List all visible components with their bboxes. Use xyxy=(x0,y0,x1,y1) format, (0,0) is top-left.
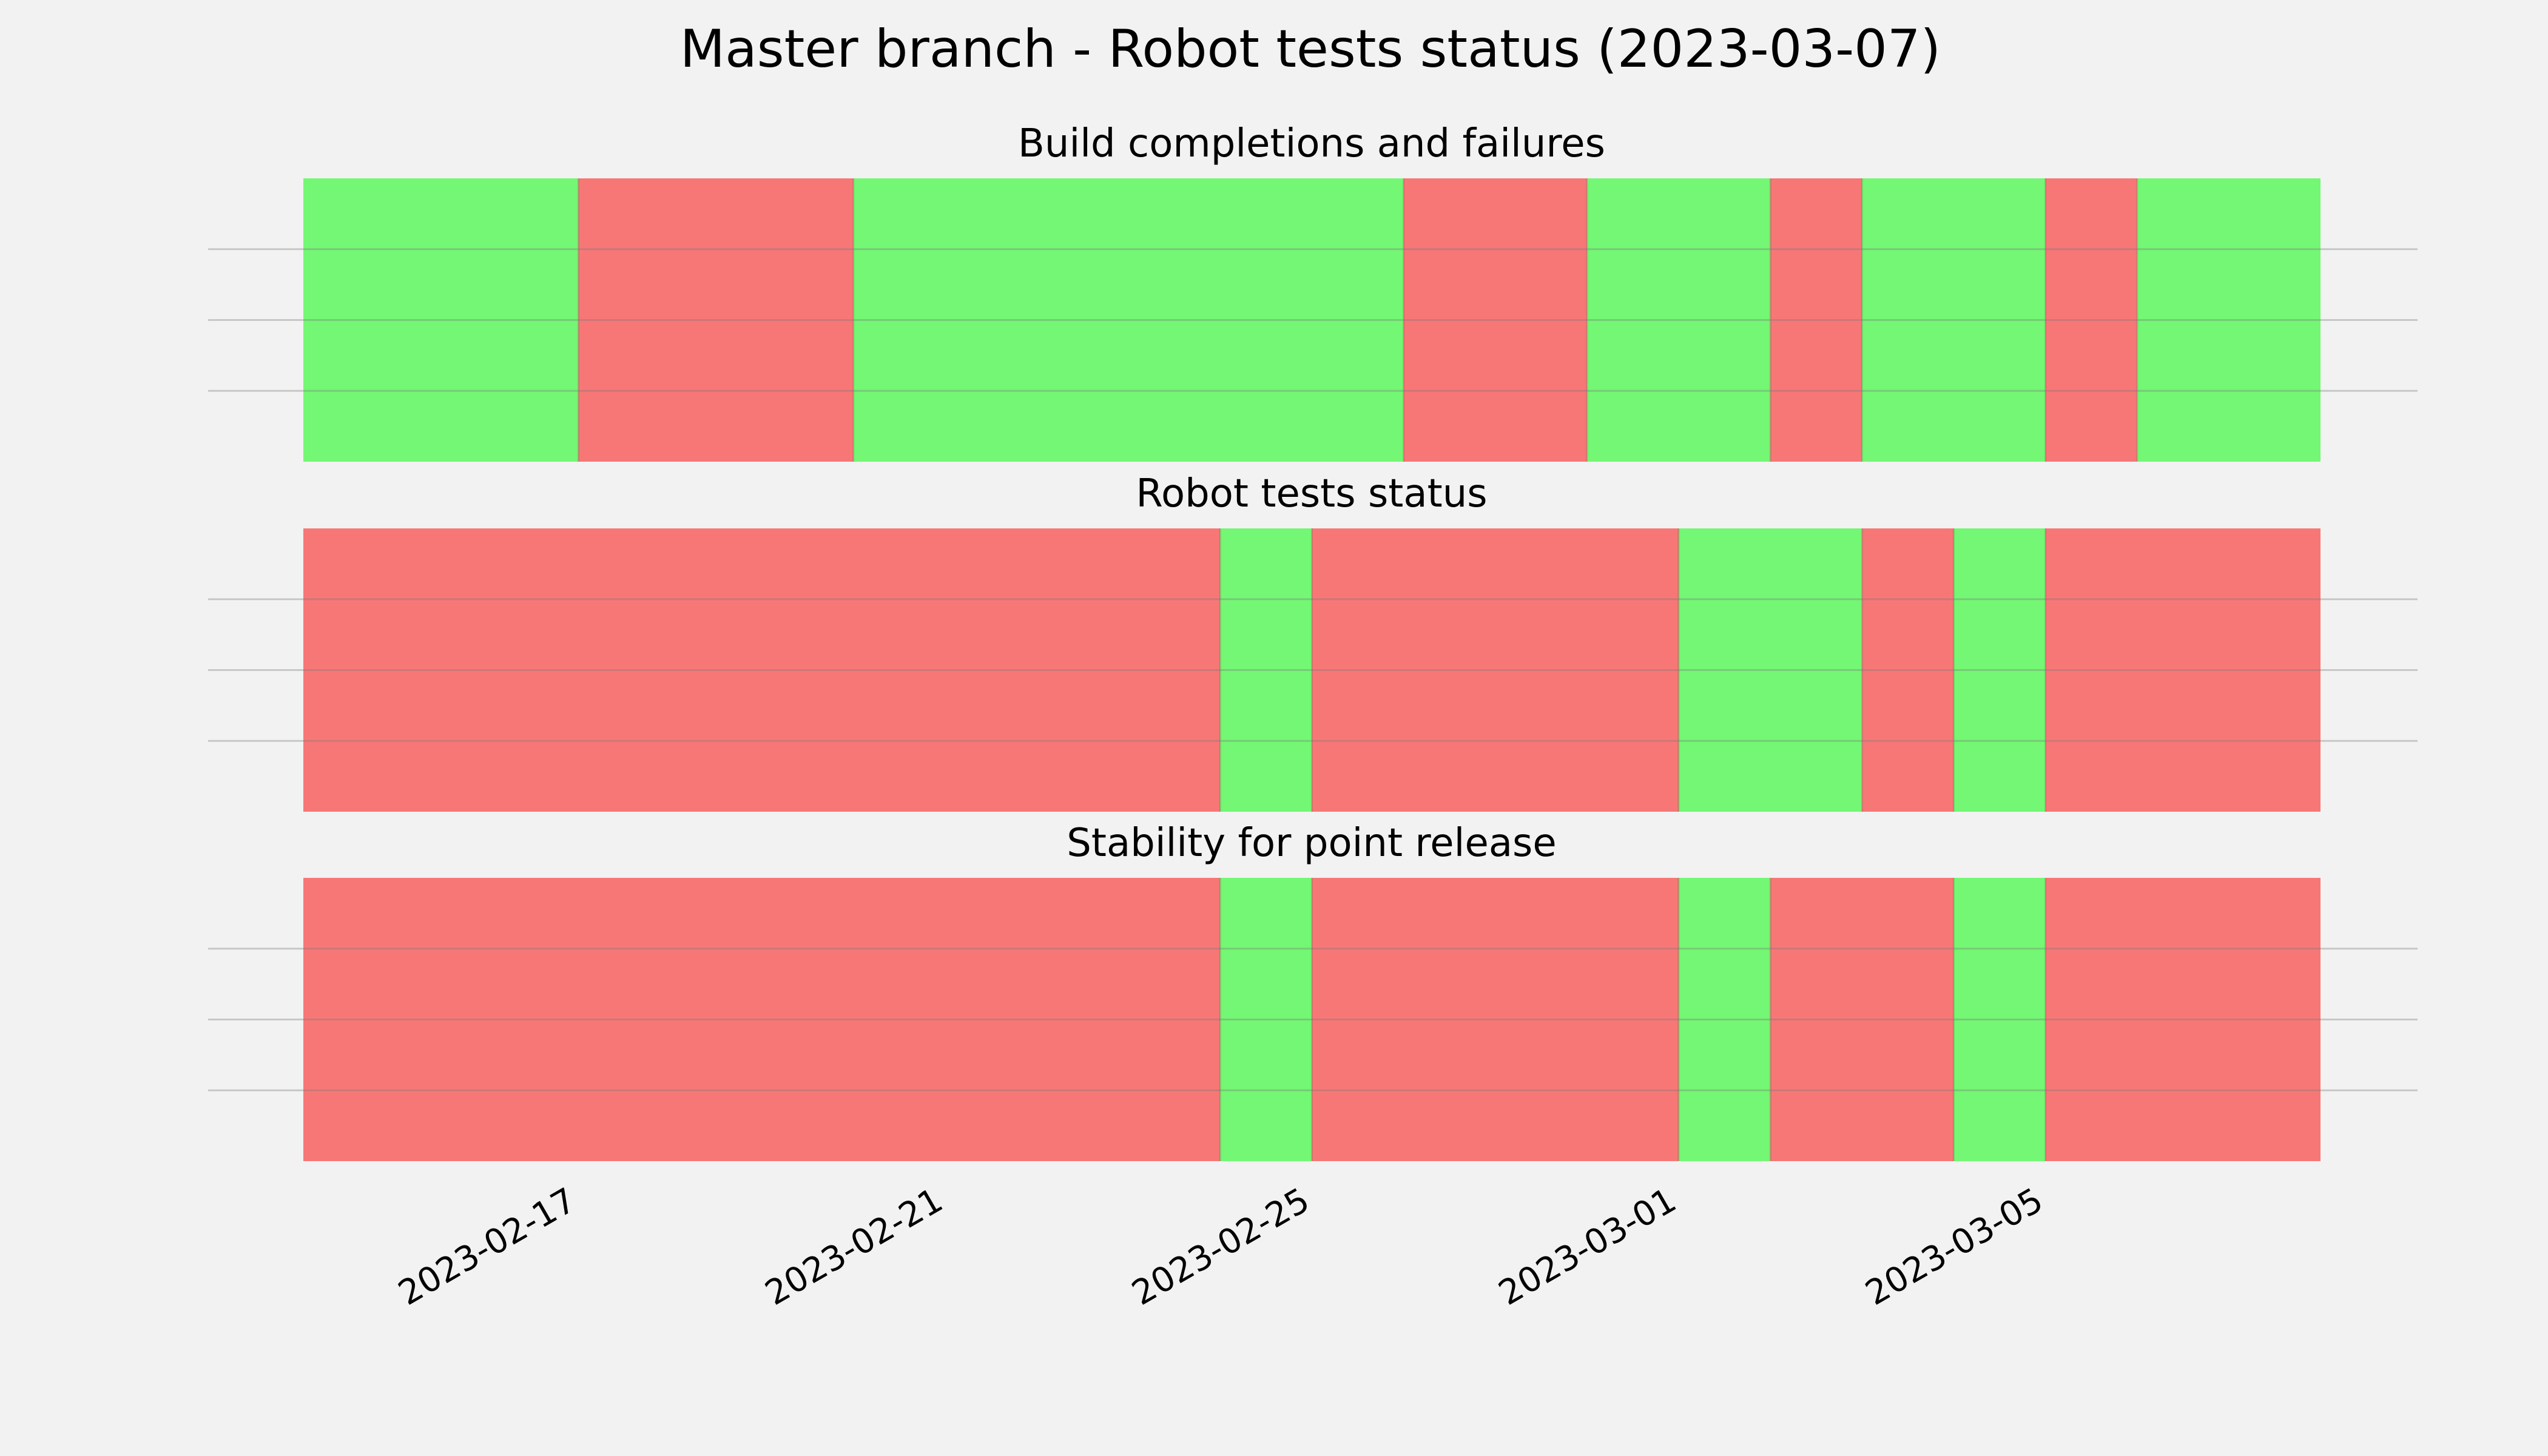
panel-1: Build completions and failures xyxy=(208,121,2418,462)
panel-title: Stability for point release xyxy=(1067,821,1557,866)
panel-2: Robot tests status xyxy=(208,471,2418,812)
x-tick-label: 2023-02-17 xyxy=(392,1181,582,1313)
status-segment-fail xyxy=(1312,528,1679,812)
status-segment-pass xyxy=(1862,178,2046,462)
panel-title: Robot tests status xyxy=(1136,471,1487,516)
status-segment-fail xyxy=(578,178,854,462)
x-tick-label: 2023-03-05 xyxy=(1859,1181,2049,1313)
panels-layer: Build completions and failures Robot test… xyxy=(208,121,2418,1161)
status-segment-fail xyxy=(1862,528,1954,812)
status-segment-fail xyxy=(2045,878,2320,1161)
status-segment-pass xyxy=(1679,528,1862,812)
x-tick-label: 2023-02-21 xyxy=(759,1181,949,1313)
status-segment-fail xyxy=(1403,178,1587,462)
status-segment-fail xyxy=(1770,878,1954,1161)
status-segment-pass xyxy=(303,178,579,462)
status-segment-fail xyxy=(2045,178,2137,462)
panel-3: Stability for point release xyxy=(208,821,2418,1161)
status-segment-pass xyxy=(1586,178,1771,462)
status-segment-pass xyxy=(1220,878,1312,1161)
status-segment-pass xyxy=(853,178,1404,462)
status-segment-fail xyxy=(303,528,1221,812)
status-segment-pass xyxy=(1953,528,2046,812)
status-segment-fail xyxy=(1770,178,1862,462)
x-tick-label: 2023-03-01 xyxy=(1492,1181,1683,1313)
status-segment-pass xyxy=(1220,528,1312,812)
status-segment-pass xyxy=(1953,878,2046,1161)
status-segment-pass xyxy=(1679,878,1771,1161)
x-tick-label: 2023-02-25 xyxy=(1125,1181,1316,1313)
chart-title: Master branch - Robot tests status (2023… xyxy=(680,19,1941,79)
status-segment-fail xyxy=(1312,878,1679,1161)
status-segment-fail xyxy=(2045,528,2320,812)
x-axis-ticks: 2023-02-17 2023-02-21 2023-02-25 2023-03-01… xyxy=(392,1181,2050,1313)
status-segment-pass xyxy=(2137,178,2320,462)
panel-title: Build completions and failures xyxy=(1018,121,1605,166)
status-segment-fail xyxy=(303,878,1221,1161)
